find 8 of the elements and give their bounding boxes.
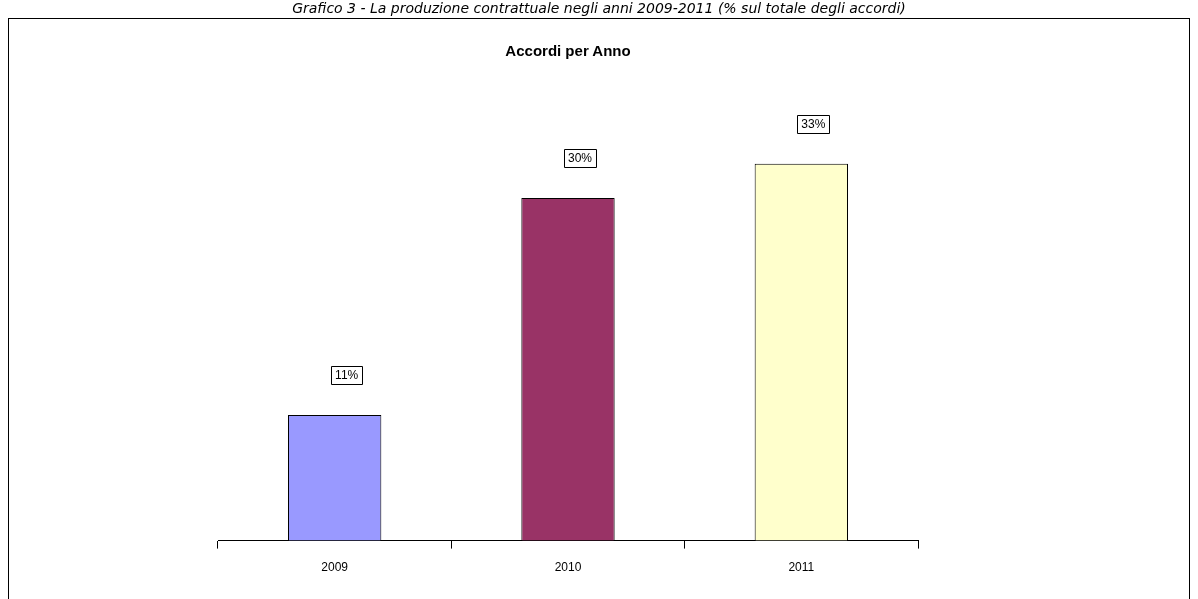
x-tick-label: 2011 bbox=[788, 560, 815, 575]
data-label: 30% bbox=[567, 151, 593, 166]
data-label: 33% bbox=[801, 117, 826, 132]
chart-title: Accordi per Anno bbox=[505, 42, 631, 60]
x-tick-label: 2010 bbox=[554, 560, 582, 575]
data-label: 11% bbox=[335, 368, 359, 383]
text: Grafico 3 - La produzione contrattuale negli anni 2009-2011 (% sul totale degli accordi) bbox=[291, 0, 907, 17]
x-tick-label: 2009 bbox=[321, 560, 349, 575]
